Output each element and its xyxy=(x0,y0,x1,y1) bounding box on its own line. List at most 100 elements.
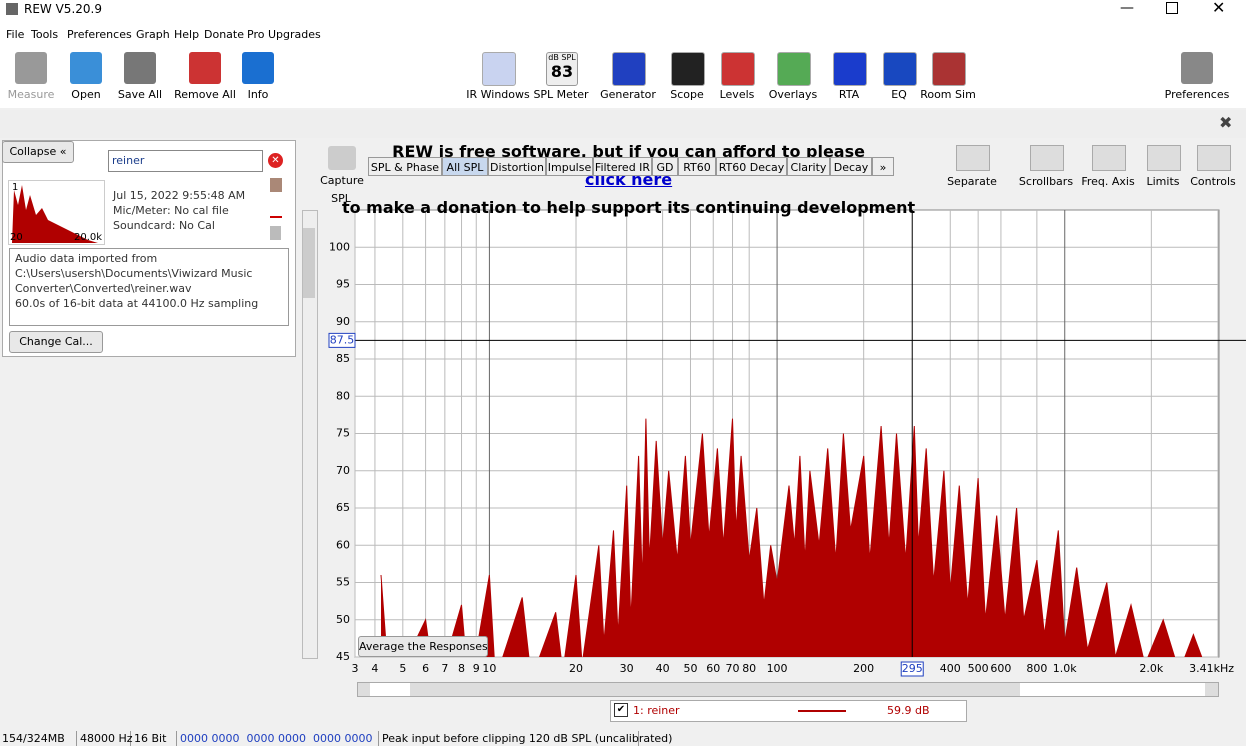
capture-icon[interactable] xyxy=(328,146,356,170)
tool-icon[interactable] xyxy=(1030,145,1064,171)
toolbar-icon[interactable] xyxy=(15,52,47,84)
toolbar-icon[interactable] xyxy=(883,52,917,86)
menu-item[interactable]: Tools xyxy=(31,28,59,41)
toolbar-label: Measure xyxy=(7,88,55,101)
menu-item[interactable]: Preferences xyxy=(67,28,132,41)
spl-reading: 83 xyxy=(550,62,574,81)
toolbar-label: Preferences xyxy=(1164,88,1230,101)
note-line: C:\Users\usersh\Documents\Viwizard Music xyxy=(15,267,253,280)
y-tick-label: 95 xyxy=(336,278,350,291)
status-field: 154/324MB xyxy=(0,731,77,746)
clear-filter[interactable]: ✕ xyxy=(268,153,283,168)
toolbar-icon[interactable] xyxy=(932,52,966,86)
toolbar-icon[interactable] xyxy=(721,52,755,86)
status-field: Peak input before clipping 120 dB SPL (u… xyxy=(382,731,673,746)
maximize-button[interactable] xyxy=(1166,2,1178,14)
graph-tab[interactable]: Decay xyxy=(830,157,872,176)
cursor-x-label: 295 xyxy=(902,662,923,675)
toolbar-icon[interactable] xyxy=(833,52,867,86)
graph-tab[interactable]: Distortion xyxy=(488,157,546,176)
pen-icon[interactable] xyxy=(270,202,282,218)
legend xyxy=(610,700,967,722)
x-tick-label: 800 xyxy=(1026,662,1047,675)
tool-icon[interactable] xyxy=(956,145,990,171)
donation-banner: REW is free software, but if you can aff… xyxy=(0,110,1246,217)
toolbar-icon[interactable] xyxy=(242,52,274,84)
x-tick-label: 30 xyxy=(620,662,634,675)
toolbar-icon[interactable] xyxy=(1181,52,1213,84)
average-button[interactable]: Average the Responses xyxy=(358,636,488,657)
scroll-thumb[interactable] xyxy=(303,228,315,298)
menu-item[interactable]: Pro Upgrades xyxy=(247,28,321,41)
tool-icon[interactable] xyxy=(1197,145,1231,171)
x-tick-label: 1.0k xyxy=(1053,662,1077,675)
toolbar-label: Scope xyxy=(670,88,704,101)
graph-tab[interactable]: RT60 Decay xyxy=(716,157,787,176)
y-tick-label: 50 xyxy=(336,613,350,626)
banner-text: to make a donation to help support its c… xyxy=(341,198,916,217)
change-cal-button[interactable]: Change Cal... xyxy=(9,331,103,353)
vertical-scrollbar[interactable] xyxy=(302,210,318,659)
status-field: 48000 Hz xyxy=(80,731,133,746)
x-tick-label: 9 xyxy=(473,662,480,675)
y-tick-label: 60 xyxy=(336,538,350,551)
menu-item[interactable]: File xyxy=(6,28,25,41)
legend-swatch xyxy=(798,710,846,712)
toolbar-label: Levels xyxy=(719,88,755,101)
notes-icon[interactable] xyxy=(270,226,281,240)
edit-icon[interactable] xyxy=(270,178,282,192)
banner-text: REW is free software, but if you can aff… xyxy=(392,142,865,161)
axes: SPL4550556065707580859095100345678910203… xyxy=(328,192,1246,677)
y-tick-label: 85 xyxy=(336,352,350,365)
scroll-left-area xyxy=(370,683,410,696)
graph-tab[interactable]: » xyxy=(872,157,894,176)
toolbar-icon[interactable] xyxy=(482,52,516,86)
x-tick-label: 2.0k xyxy=(1139,662,1163,675)
y-tick-label: 70 xyxy=(336,464,350,477)
minimize-button[interactable]: — xyxy=(1120,0,1134,16)
toolbar-icon[interactable] xyxy=(671,52,705,86)
tool-icon[interactable] xyxy=(1147,145,1181,171)
graph-tab[interactable]: RT60 xyxy=(678,157,716,176)
legend-checkbox[interactable]: ✔ xyxy=(614,703,628,717)
x-tick-label: 70 xyxy=(726,662,740,675)
area-fill xyxy=(381,418,1202,657)
app-icon xyxy=(6,3,18,15)
toolbar-icon[interactable] xyxy=(189,52,221,84)
graph-tab[interactable]: All SPL xyxy=(442,157,488,176)
menu-item[interactable]: Graph xyxy=(136,28,170,41)
status-field: 0000 0000 0000 0000 0000 0000 xyxy=(178,731,379,746)
graph-tab[interactable]: Clarity xyxy=(787,157,830,176)
graph-tab[interactable]: SPL & Phase xyxy=(368,157,442,176)
menu-item[interactable]: Help xyxy=(174,28,200,41)
tool-icon[interactable] xyxy=(1092,145,1126,171)
x-tick-label: 80 xyxy=(742,662,756,675)
menu-item[interactable]: Donate xyxy=(204,28,244,41)
close-button[interactable]: ✕ xyxy=(1212,0,1226,17)
banner-close[interactable]: ✖ xyxy=(1219,113,1233,132)
toolbar-label: Remove All xyxy=(174,88,236,101)
tool-label: Scrollbars xyxy=(1018,175,1074,188)
note-line: 60.0s of 16-bit data at 44100.0 Hz sampl… xyxy=(15,297,259,310)
note-line: Audio data imported from xyxy=(15,252,158,265)
filter-input[interactable]: reiner xyxy=(108,150,263,172)
x-tick-label: 200 xyxy=(853,662,874,675)
toolbar-icon[interactable] xyxy=(777,52,811,86)
cursor-y-label: 87.5 xyxy=(330,333,355,346)
horizontal-scrollbar[interactable] xyxy=(357,682,1219,697)
toolbar-icon[interactable] xyxy=(124,52,156,84)
tool-label: Controls xyxy=(1190,175,1236,188)
toolbar-label: Overlays xyxy=(768,88,818,101)
toolbar-icon[interactable] xyxy=(612,52,646,86)
graph-tab[interactable]: Filtered IR xyxy=(593,157,652,176)
x-tick-label: 40 xyxy=(656,662,670,675)
collapse-button[interactable]: Collapse « xyxy=(2,141,74,163)
graph-tab[interactable]: GD xyxy=(652,157,678,176)
measurement-soundcard: Soundcard: No Cal xyxy=(113,219,215,232)
measurement-date: Jul 15, 2022 9:55:48 AM xyxy=(113,189,246,202)
toolbar-icon[interactable] xyxy=(70,52,102,84)
x-tick-label: 3.41kHz xyxy=(1189,662,1234,675)
toolbar-label: EQ xyxy=(891,88,907,101)
graph-tab[interactable]: Impulse xyxy=(546,157,593,176)
